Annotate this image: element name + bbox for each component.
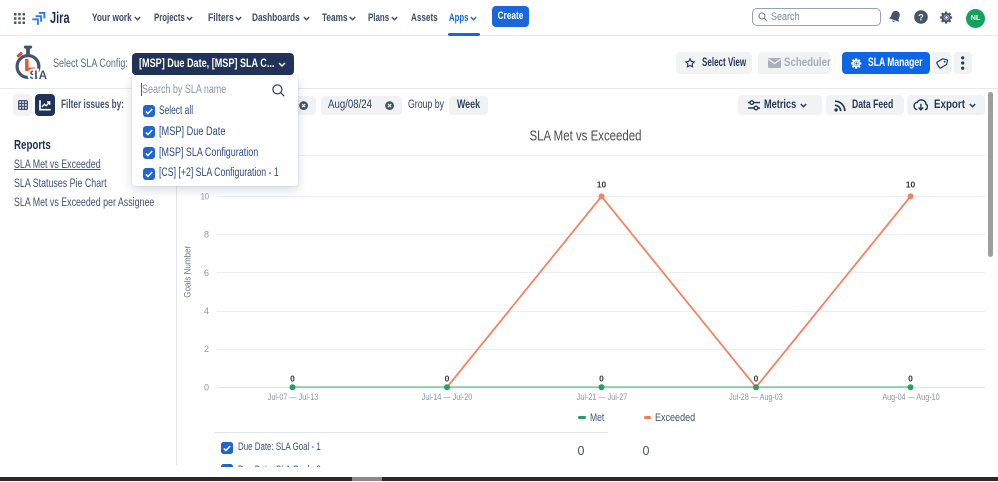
svg-text:0: 0 (908, 374, 913, 384)
svg-text:10: 10 (906, 180, 916, 190)
svg-text:0: 0 (290, 374, 295, 384)
svg-text:6: 6 (204, 268, 209, 278)
svg-text:Goals Number: Goals Number (183, 246, 193, 298)
svg-text:0: 0 (599, 374, 604, 384)
svg-text:10: 10 (201, 192, 209, 202)
svg-text:SLA: SLA (29, 70, 47, 81)
svg-text:SLA Met vs Exceeded: SLA Met vs Exceeded (530, 129, 642, 145)
svg-text:2: 2 (204, 344, 209, 354)
svg-text:0: 0 (204, 382, 209, 392)
svg-text:0: 0 (445, 374, 450, 384)
svg-text:8: 8 (204, 230, 209, 240)
svg-text:4: 4 (204, 306, 209, 316)
svg-text:10: 10 (597, 180, 607, 190)
svg-text:0: 0 (754, 374, 759, 384)
svg-text:?: ? (918, 12, 924, 22)
